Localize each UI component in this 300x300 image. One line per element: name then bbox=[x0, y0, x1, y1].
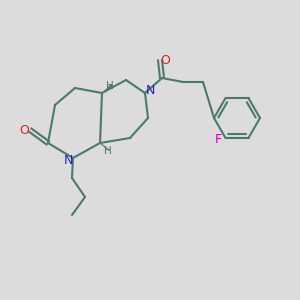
Text: O: O bbox=[19, 124, 29, 136]
Text: N: N bbox=[63, 154, 73, 166]
Text: O: O bbox=[160, 53, 170, 67]
Text: H: H bbox=[104, 146, 112, 156]
Text: F: F bbox=[215, 134, 222, 146]
Text: N: N bbox=[145, 85, 155, 98]
Text: H: H bbox=[106, 81, 114, 91]
Polygon shape bbox=[102, 84, 113, 93]
